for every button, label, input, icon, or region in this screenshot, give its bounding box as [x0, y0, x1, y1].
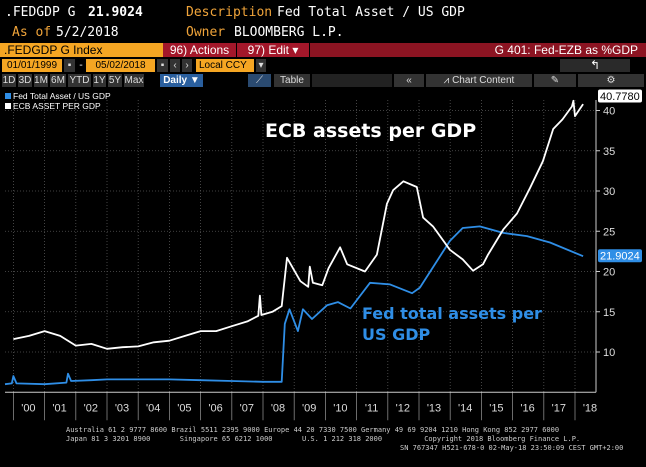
period-button-1d[interactable]: 1D: [2, 74, 16, 87]
y-tick-label: 15: [603, 307, 615, 319]
y-tick-label: 35: [603, 146, 615, 158]
x-tick-label: '04: [146, 402, 160, 414]
x-tick-label: '14: [458, 402, 472, 414]
asof-label: As of: [12, 25, 52, 40]
x-tick-label: '09: [302, 402, 316, 414]
description-label: Description: [186, 5, 273, 20]
frequency-select[interactable]: Daily ▼: [160, 74, 203, 87]
date-separator: -: [78, 60, 85, 71]
x-tick-label: '07: [240, 402, 254, 414]
x-tick-label: '00: [21, 402, 35, 414]
next-icon[interactable]: ›: [182, 59, 192, 72]
fed-annotation: Fed total assets per US GDP: [362, 303, 542, 345]
description: Fed Total Asset / US GDP: [277, 5, 465, 20]
chart-content-label: Chart Content: [452, 75, 515, 86]
period-button-max[interactable]: Max: [124, 74, 144, 87]
currency-select[interactable]: Local CCY: [196, 59, 254, 72]
period-button-ytd[interactable]: YTD: [68, 74, 91, 87]
x-tick-label: '02: [84, 402, 98, 414]
security-field[interactable]: .FEDGDP G Index: [0, 43, 163, 57]
x-tick-label: '15: [489, 402, 503, 414]
line-chart: 10 15 20 25 30 35 40 '00 '01 '02 '03 '04 '05 '06 '07 '0…: [4, 89, 642, 421]
x-tick-label: '11: [365, 402, 379, 414]
currency-dropdown-icon[interactable]: ▾: [256, 59, 266, 72]
y-tick-label: 30: [603, 186, 615, 198]
footer-session: SN 767347 H521-678-0 02-May-18 23:50:09 …: [400, 444, 624, 452]
y-tick-label: 20: [603, 267, 615, 279]
x-tick-label: '08: [271, 402, 285, 414]
fed-last-value-box: [598, 249, 642, 263]
asof-date: 5/2/2018: [56, 25, 119, 40]
footer-contacts-2: Japan 81 3 3201 8900 Singapore 65 6212 1…: [66, 435, 581, 443]
x-tick-label: '13: [427, 402, 441, 414]
x-tick-label: '06: [208, 402, 222, 414]
x-tick-label: '05: [177, 402, 191, 414]
legend-label: ECB ASSET PER GDP: [13, 101, 101, 111]
x-tick-label: '10: [333, 402, 347, 414]
legend-item-ecb[interactable]: ECB ASSET PER GDP: [5, 101, 111, 111]
ticker: .FEDGDP G: [5, 5, 76, 20]
y-tick-label: 40: [603, 106, 615, 118]
legend-label: Fed Total Asset / US GDP: [13, 91, 111, 101]
owner: BLOOMBERG L.P.: [234, 25, 344, 40]
edit-icon[interactable]: ✎: [534, 74, 576, 87]
period-button-6m[interactable]: 6M: [50, 74, 66, 87]
period-button-1y[interactable]: 1Y: [93, 74, 106, 87]
x-tick-label: '18: [583, 402, 597, 414]
y-tick-label: 10: [603, 347, 615, 359]
calendar-icon[interactable]: ▪: [64, 59, 75, 72]
fed-annotation-line1: Fed total assets per: [362, 304, 542, 323]
gear-icon[interactable]: ⚙: [578, 74, 644, 87]
frequency-label: Daily: [163, 75, 188, 86]
edit-menu[interactable]: 97) Edit ▾: [237, 43, 309, 57]
start-date-input[interactable]: 01/01/1999: [2, 59, 62, 72]
ecb-last-value-label: 40.7780: [600, 91, 640, 103]
ecb-series-line: [13, 99, 584, 350]
period-button-1m[interactable]: 1M: [34, 74, 48, 87]
ecb-annotation: ECB assets per GDP: [265, 120, 477, 142]
calendar-icon[interactable]: ▪: [157, 59, 168, 72]
legend: Fed Total Asset / US GDP ECB ASSET PER G…: [5, 91, 111, 111]
owner-label: Owner: [186, 25, 226, 40]
chart-content-button[interactable]: ⩘ Chart Content: [426, 74, 532, 87]
actions-label: 96) Actions: [169, 43, 230, 57]
x-tick-label: '16: [520, 402, 534, 414]
fed-annotation-line2: US GDP: [362, 325, 431, 344]
table-button[interactable]: Table: [274, 74, 310, 87]
x-tick-label: '01: [52, 402, 66, 414]
fed-last-value-label: 21.9024: [600, 251, 640, 263]
chart-title: G 401: Fed-EZB as %GDP: [310, 43, 646, 57]
edit-label: 97) Edit: [247, 43, 289, 57]
chart-content-icon: ⩘: [443, 75, 453, 86]
y-tick-label: 25: [603, 226, 615, 238]
line-chart-icon[interactable]: ⟋: [248, 74, 271, 87]
ecb-last-value-box: [598, 89, 642, 103]
fed-series-line: [4, 225, 584, 386]
toolbar-spacer: [312, 74, 392, 87]
back-arrow-icon[interactable]: ↰: [560, 59, 630, 72]
x-tick-label: '17: [552, 402, 566, 414]
x-tick-label: '03: [115, 402, 129, 414]
collapse-icon[interactable]: «: [394, 74, 424, 87]
period-button-3d[interactable]: 3D: [18, 74, 32, 87]
period-button-5y[interactable]: 5Y: [108, 74, 122, 87]
legend-item-fed[interactable]: Fed Total Asset / US GDP: [5, 91, 111, 101]
legend-swatch: [5, 93, 11, 99]
last-value: 21.9024: [88, 5, 143, 20]
legend-swatch: [5, 103, 11, 109]
prev-icon[interactable]: ‹: [170, 59, 180, 72]
end-date-input[interactable]: 05/02/2018: [86, 59, 155, 72]
footer-contacts-1: Australia 61 2 9777 8600 Brazil 5511 239…: [66, 426, 560, 434]
x-tick-label: '12: [396, 402, 410, 414]
actions-menu[interactable]: 96) Actions ▾: [163, 43, 236, 71]
